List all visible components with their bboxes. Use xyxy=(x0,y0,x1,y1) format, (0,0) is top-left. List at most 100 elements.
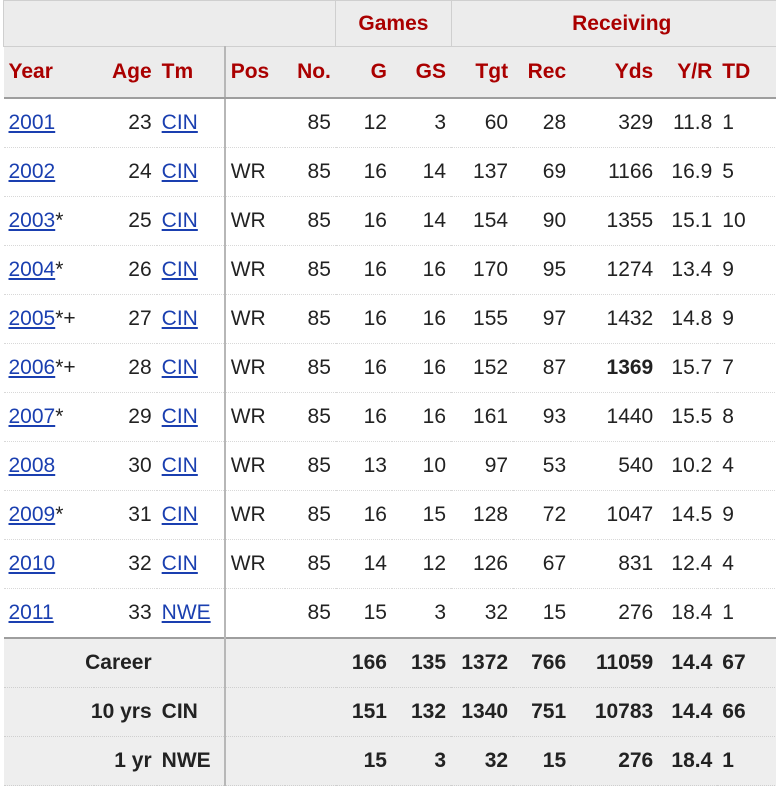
summary-yards: 11059 xyxy=(571,637,659,688)
col-header-tgt[interactable]: Tgt xyxy=(451,46,514,99)
games-cell: 14 xyxy=(335,539,392,589)
col-header-td[interactable]: TD xyxy=(717,46,776,99)
year-link[interactable]: 2011 xyxy=(8,601,54,624)
pos-cell xyxy=(224,588,285,639)
games-started-cell: 3 xyxy=(391,98,452,148)
targets-cell: 161 xyxy=(451,392,514,442)
summary-row: 1 yr NWE 15 3 32 15 276 18.4 1 xyxy=(3,736,776,786)
col-header-year[interactable]: Year xyxy=(3,46,94,99)
col-header-pos[interactable]: Pos xyxy=(224,46,285,99)
year-cell: 2010 xyxy=(3,539,94,589)
summary-receptions: 766 xyxy=(513,637,572,688)
team-link[interactable]: CIN xyxy=(161,503,198,526)
award-mark: * xyxy=(55,209,64,232)
year-link[interactable]: 2005 xyxy=(8,307,56,330)
table-row: 2004* 26 CIN WR 85 16 16 170 95 1274 13.4 9 xyxy=(3,245,776,295)
col-header-g[interactable]: G xyxy=(335,46,392,99)
year-cell: 2006*+ xyxy=(3,343,94,393)
pos-cell: WR xyxy=(224,441,285,491)
age-cell: 23 xyxy=(93,98,157,148)
year-link[interactable]: 2009 xyxy=(8,503,56,526)
games-started-cell: 14 xyxy=(391,147,452,197)
year-link[interactable]: 2003 xyxy=(8,209,56,232)
summary-games: 151 xyxy=(335,687,392,737)
year-link[interactable]: 2004 xyxy=(8,258,56,281)
touchdowns-cell: 1 xyxy=(717,98,776,148)
team-link[interactable]: NWE xyxy=(161,601,211,624)
games-started-cell: 15 xyxy=(391,490,452,540)
games-started-cell: 16 xyxy=(391,294,452,344)
touchdowns-cell: 4 xyxy=(717,441,776,491)
receptions-cell: 90 xyxy=(513,196,572,246)
pos-cell: WR xyxy=(224,392,285,442)
year-link[interactable]: 2008 xyxy=(8,454,56,477)
summary-label: Career xyxy=(3,637,157,688)
table-row: 2006*+ 28 CIN WR 85 16 16 152 87 1369 15.7 7 xyxy=(3,343,776,393)
targets-cell: 137 xyxy=(451,147,514,197)
summary-pos xyxy=(224,687,285,737)
team-link[interactable]: CIN xyxy=(161,209,198,232)
year-link[interactable]: 2006 xyxy=(8,356,56,379)
team-link[interactable]: CIN xyxy=(161,454,198,477)
touchdowns-cell: 9 xyxy=(717,245,776,295)
table-row: 2005*+ 27 CIN WR 85 16 16 155 97 1432 14.8 9 xyxy=(3,294,776,344)
summary-row: 10 yrs CIN 151 132 1340 751 10783 14.4 66 xyxy=(3,687,776,737)
award-mark: *+ xyxy=(55,356,76,379)
team-cell: CIN xyxy=(156,343,226,393)
yards-cell: 276 xyxy=(571,588,659,639)
yards-cell: 1369 xyxy=(571,343,659,393)
games-cell: 16 xyxy=(335,490,392,540)
year-link[interactable]: 2002 xyxy=(8,160,56,183)
year-link[interactable]: 2007 xyxy=(8,405,56,428)
targets-cell: 152 xyxy=(451,343,514,393)
age-cell: 32 xyxy=(93,539,157,589)
team-link[interactable]: CIN xyxy=(161,405,198,428)
col-header-yds[interactable]: Yds xyxy=(571,46,659,99)
pos-cell: WR xyxy=(224,245,285,295)
games-started-cell: 3 xyxy=(391,588,452,639)
yards-per-rec-cell: 18.4 xyxy=(658,588,718,639)
age-cell: 31 xyxy=(93,490,157,540)
team-link[interactable]: CIN xyxy=(161,160,198,183)
games-started-cell: 16 xyxy=(391,392,452,442)
col-header-age[interactable]: Age xyxy=(93,46,157,99)
summary-touchdowns: 66 xyxy=(717,687,776,737)
touchdowns-cell: 8 xyxy=(717,392,776,442)
team-link[interactable]: CIN xyxy=(161,552,198,575)
table-row: 2001 23 CIN 85 12 3 60 28 329 11.8 1 xyxy=(3,98,776,148)
year-link[interactable]: 2010 xyxy=(8,552,56,575)
team-link[interactable]: CIN xyxy=(161,258,198,281)
team-link[interactable]: CIN xyxy=(161,356,198,379)
games-cell: 15 xyxy=(335,588,392,639)
touchdowns-cell: 9 xyxy=(717,294,776,344)
pos-cell: WR xyxy=(224,539,285,589)
yards-cell: 1355 xyxy=(571,196,659,246)
summary-yards: 276 xyxy=(571,736,659,786)
team-link[interactable]: CIN xyxy=(161,111,198,134)
table-row: 2007* 29 CIN WR 85 16 16 161 93 1440 15.5 8 xyxy=(3,392,776,442)
summary-games-started: 132 xyxy=(391,687,452,737)
table-row: 2009* 31 CIN WR 85 16 15 128 72 1047 14.5 9 xyxy=(3,490,776,540)
games-cell: 16 xyxy=(335,343,392,393)
summary-team xyxy=(156,637,226,688)
team-link[interactable]: CIN xyxy=(161,307,198,330)
yards-cell: 1166 xyxy=(571,147,659,197)
number-cell: 85 xyxy=(284,441,336,491)
over-header-games: Games xyxy=(335,0,452,47)
summary-yards: 10783 xyxy=(571,687,659,737)
col-header-gs[interactable]: GS xyxy=(391,46,452,99)
yards-cell: 1274 xyxy=(571,245,659,295)
col-header-tm[interactable]: Tm xyxy=(156,46,226,99)
year-cell: 2009* xyxy=(3,490,94,540)
year-link[interactable]: 2001 xyxy=(8,111,56,134)
summary-number xyxy=(284,687,336,737)
number-cell: 85 xyxy=(284,196,336,246)
receptions-cell: 72 xyxy=(513,490,572,540)
col-header-yr[interactable]: Y/R xyxy=(658,46,718,99)
col-header-rec[interactable]: Rec xyxy=(513,46,572,99)
summary-games: 15 xyxy=(335,736,392,786)
year-cell: 2002 xyxy=(3,147,94,197)
award-mark: * xyxy=(55,503,64,526)
col-header-no[interactable]: No. xyxy=(284,46,336,99)
